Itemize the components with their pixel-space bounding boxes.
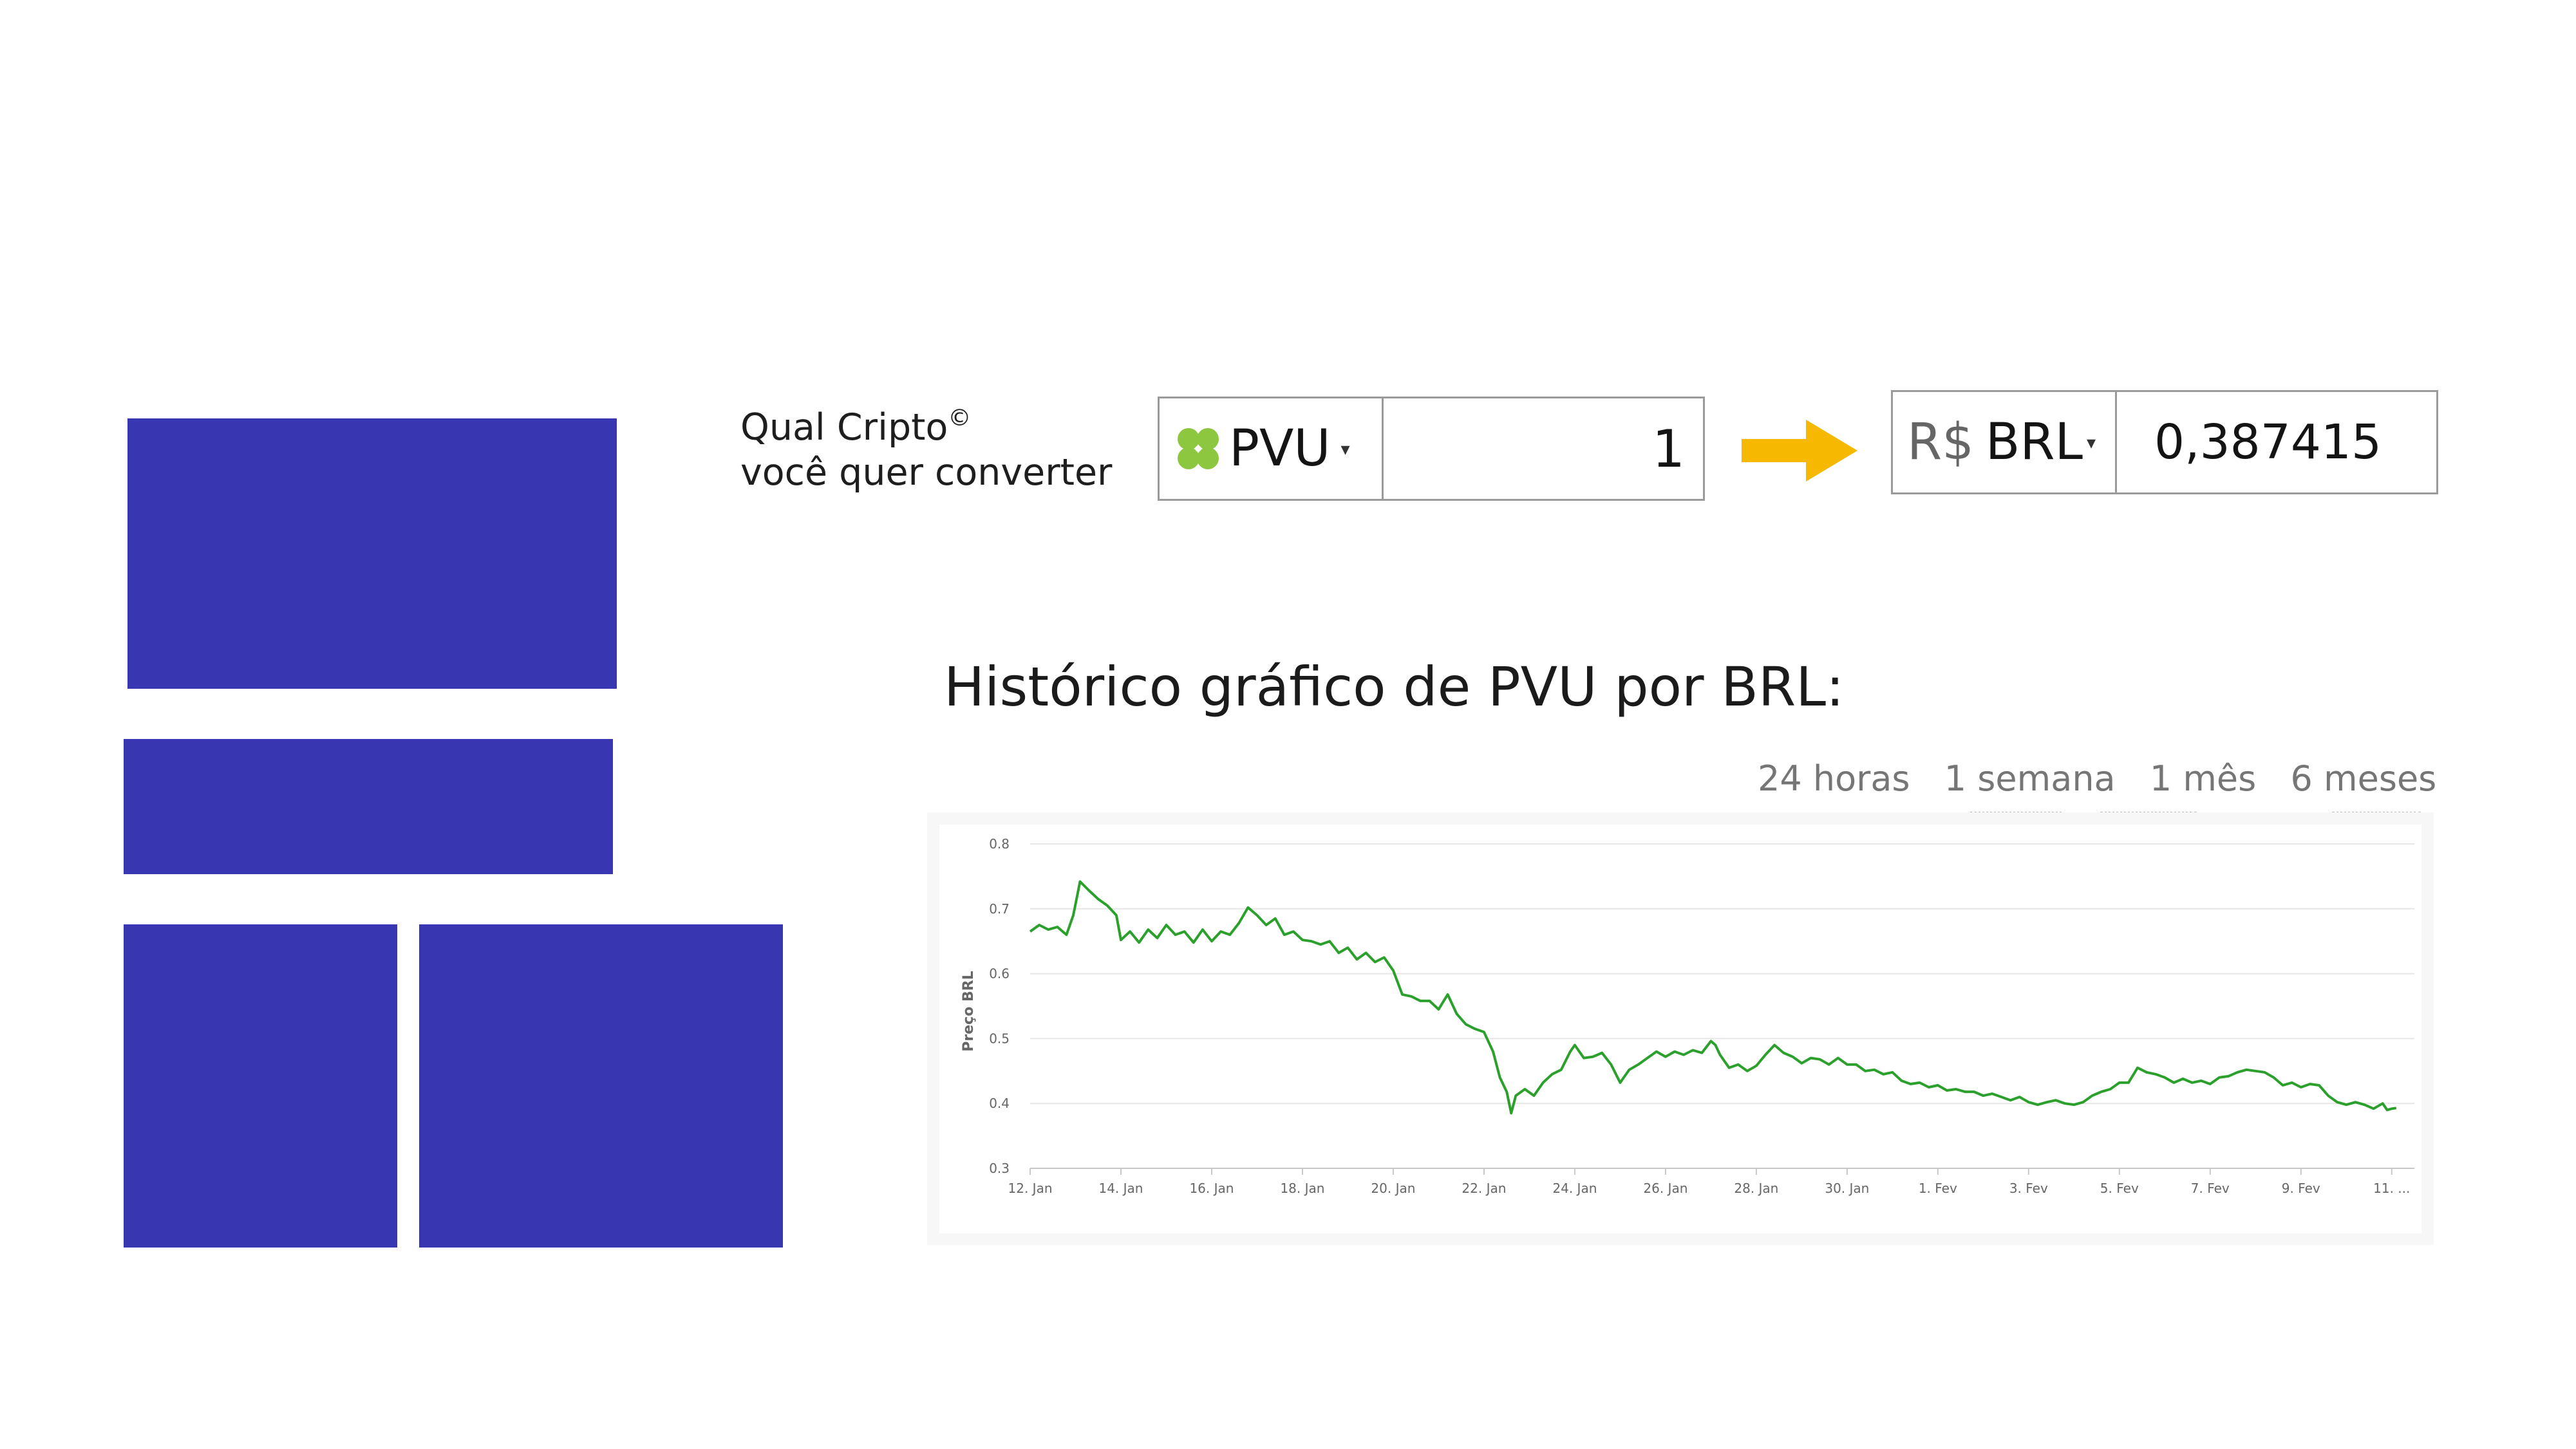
- decorative-block-wide: [124, 739, 613, 874]
- from-currency-box: PVU ▾ 1: [1158, 397, 1705, 501]
- range-24h[interactable]: 24 horas: [1758, 758, 1910, 799]
- x-tick-label: 20. Jan: [1371, 1181, 1415, 1196]
- y-tick-label: 0.4: [989, 1096, 1010, 1111]
- x-tick-label: 5. Fev: [2100, 1181, 2139, 1196]
- result-field: 0,387415: [2117, 392, 2436, 492]
- series-line: [1029, 880, 2397, 1115]
- y-axis-label: Preço BRL: [961, 971, 977, 1051]
- x-tick-label: 7. Fev: [2191, 1181, 2230, 1196]
- clover-icon: [1178, 428, 1219, 469]
- chart-area: [939, 825, 2421, 1233]
- decorative-block-right: [419, 924, 783, 1248]
- x-tick-label: 30. Jan: [1825, 1181, 1869, 1196]
- range-1m[interactable]: 1 mês: [2149, 758, 2257, 799]
- from-currency-selector[interactable]: PVU ▾: [1160, 398, 1384, 499]
- from-caret-icon: ▾: [1340, 438, 1350, 460]
- x-tick-label: 1. Fev: [1919, 1181, 1957, 1196]
- prompt-line-2: você quer converter: [740, 451, 1113, 494]
- y-tick-label: 0.7: [989, 901, 1010, 917]
- decorative-block-large: [127, 418, 617, 689]
- x-tick-label: 28. Jan: [1734, 1181, 1778, 1196]
- arrow-right-icon: [1742, 420, 1857, 481]
- to-ticker: BRL: [1985, 413, 2083, 471]
- from-ticker: PVU: [1229, 420, 1331, 478]
- x-tick-label: 9. Fev: [2282, 1181, 2320, 1196]
- currency-symbol: R$: [1907, 413, 1974, 471]
- x-tick-label: 16. Jan: [1189, 1181, 1234, 1196]
- to-caret-icon: ▾: [2087, 431, 2096, 453]
- amount-value: 1: [1652, 418, 1685, 479]
- x-tick-label: 22. Jan: [1462, 1181, 1506, 1196]
- x-tick-label: 11. ...: [2373, 1181, 2410, 1196]
- range-6m[interactable]: 6 meses: [2290, 758, 2437, 799]
- registered-mark: ©: [948, 405, 972, 431]
- x-tick-label: 26. Jan: [1643, 1181, 1688, 1196]
- x-tick-label: 24. Jan: [1552, 1181, 1597, 1196]
- y-tick-label: 0.3: [989, 1161, 1010, 1176]
- x-tick-label: 3. Fev: [2009, 1181, 2048, 1196]
- converter-prompt: Qual Cripto© você quer converter: [740, 396, 1113, 495]
- decorative-block-left: [124, 924, 397, 1248]
- y-tick-label: 0.6: [989, 966, 1010, 982]
- range-selector: 24 horas 1 semana 1 mês 6 meses: [1758, 758, 2436, 799]
- x-tick-label: 18. Jan: [1280, 1181, 1324, 1196]
- amount-input[interactable]: 1: [1384, 398, 1703, 499]
- range-1w[interactable]: 1 semana: [1944, 758, 2116, 799]
- to-currency-selector[interactable]: R$ BRL ▾: [1893, 392, 2117, 492]
- x-tick-label: 14. Jan: [1098, 1181, 1143, 1196]
- x-tick-label: 12. Jan: [1008, 1181, 1053, 1196]
- price-line-chart: 0.3 0.4 0.5 0.6 0.7 0.8 12. Jan 14. Jan 16. Jan…: [961, 836, 2414, 1196]
- to-currency-box: R$ BRL ▾ 0,387415: [1891, 390, 2438, 494]
- y-tick-label: 0.8: [989, 836, 1010, 852]
- prompt-line-1: Qual Cripto: [740, 406, 948, 449]
- y-tick-label: 0.5: [989, 1031, 1010, 1046]
- chart-title: Histórico gráfico de PVU por BRL:: [944, 655, 1845, 718]
- result-value: 0,387415: [2154, 415, 2382, 470]
